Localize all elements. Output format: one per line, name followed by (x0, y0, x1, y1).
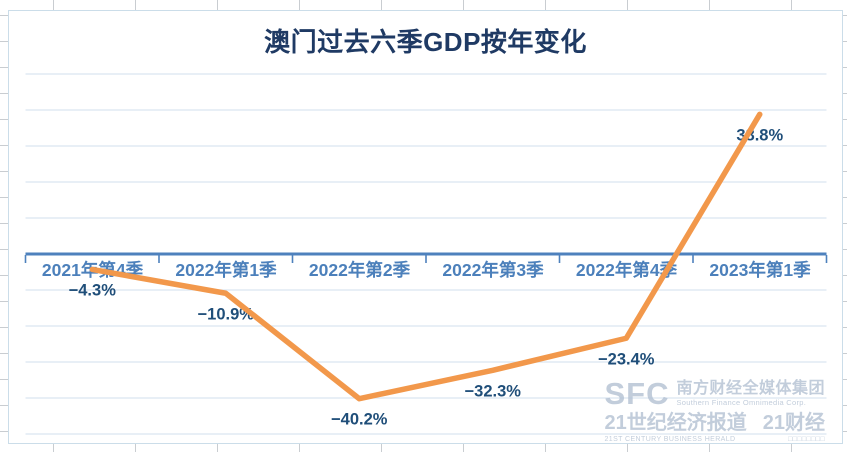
brand-21caijing-cn: 21财经 (762, 412, 825, 434)
data-label: −4.3% (68, 281, 116, 300)
data-label: −40.2% (331, 410, 388, 429)
media-matrix-icons: □□□□□□□□ (787, 436, 825, 443)
org-name-block: 南方财经全媒体集团 Southern Finance Omnimedia Cor… (676, 379, 825, 407)
org-name-cn: 南方财经全媒体集团 (676, 379, 825, 397)
watermark-row-sub: 21ST CENTURY BUSINESS HERALD □□□□□□□□ (604, 436, 825, 443)
data-label: 38.8% (736, 126, 784, 145)
x-axis-label: 2023年第1季 (709, 260, 811, 280)
x-axis-label: 2021年第4季 (41, 260, 144, 280)
data-label: −10.9% (197, 305, 254, 324)
x-axis-label: 2022年第1季 (175, 260, 277, 280)
chart-title: 澳门过去六季GDP按年变化 (264, 27, 587, 57)
brand-21herald-en: 21ST CENTURY BUSINESS HERALD (604, 436, 736, 443)
watermark-row-logo: SFC 南方财经全媒体集团 Southern Finance Omnimedia… (604, 378, 825, 409)
data-label: −23.4% (598, 350, 655, 369)
publisher-watermark: SFC 南方财经全媒体集团 Southern Finance Omnimedia… (604, 378, 825, 443)
brand-21herald-cn: 21世纪经济报道 (604, 412, 747, 434)
watermark-row-brands: 21世纪经济报道 21财经 (604, 413, 825, 433)
x-axis-label: 2022年第2季 (308, 260, 411, 280)
org-name-en: Southern Finance Omnimedia Corp. (676, 397, 807, 407)
sfc-logo: SFC (604, 376, 670, 411)
data-label: −32.3% (464, 382, 521, 401)
x-axis-label: 2022年第4季 (575, 260, 678, 280)
x-axis-label: 2022年第3季 (442, 260, 544, 280)
